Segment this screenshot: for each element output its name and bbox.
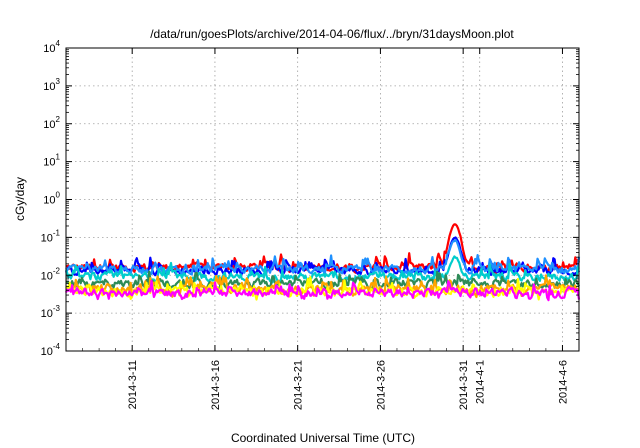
x-tick-label: 2014-4-6	[557, 360, 569, 404]
series-group	[64, 223, 581, 302]
y-tick-label: 100	[43, 191, 60, 207]
x-tick-label: 2014-3-31	[458, 360, 470, 410]
series-line-3	[65, 239, 581, 276]
chart-title: /data/run/goesPlots/archive/2014-04-06/f…	[150, 27, 514, 41]
y-tick-label: 102	[43, 115, 60, 131]
y-tick-label: 10-2	[41, 266, 61, 282]
x-tick-label: 2014-3-21	[293, 360, 305, 410]
series-line-8	[64, 279, 581, 302]
y-axis-label: cGy/day	[13, 177, 27, 221]
y-tick-label: 103	[43, 77, 60, 93]
y-tick-label: 104	[43, 39, 60, 55]
x-tick-label: 2014-3-11	[127, 360, 139, 409]
x-axis-label: Coordinated Universal Time (UTC)	[231, 431, 415, 445]
grid	[66, 48, 579, 351]
x-tick-label: 2014-4-1	[475, 360, 487, 404]
axis-ticks: 10-4 10-3 10-2 10-1 100 101 102 103 104 2014-3-11…	[41, 39, 579, 410]
y-tick-label: 10-4	[41, 342, 61, 358]
series-line-2	[64, 236, 581, 278]
y-tick-label: 10-1	[41, 228, 61, 244]
y-tick-label: 10-3	[41, 304, 61, 320]
x-tick-label: 2014-3-16	[210, 360, 222, 410]
x-tick-label: 2014-3-26	[375, 360, 387, 410]
y-tick-label: 101	[43, 153, 60, 169]
